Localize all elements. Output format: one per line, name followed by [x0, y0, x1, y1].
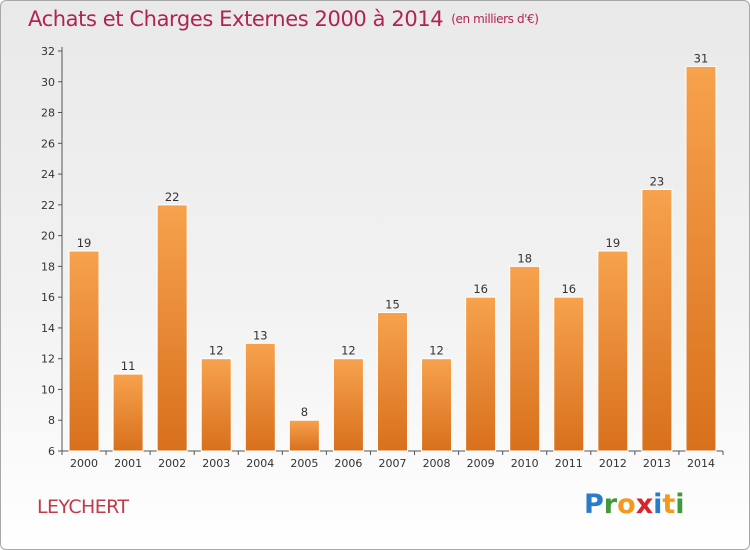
logo-letter: i — [675, 489, 685, 520]
x-tick-label: 2004 — [246, 457, 274, 470]
value-label: 16 — [473, 282, 488, 296]
y-tick-label: 18 — [41, 260, 55, 273]
x-tick-label: 2001 — [114, 457, 142, 470]
y-tick-label: 22 — [41, 199, 55, 212]
value-label: 19 — [606, 236, 621, 250]
x-tick-label: 2014 — [687, 457, 715, 470]
value-label: 12 — [209, 344, 224, 358]
y-tick-label: 26 — [41, 137, 55, 150]
y-tick-label: 32 — [41, 45, 55, 58]
y-tick-label: 20 — [41, 230, 55, 243]
value-label: 11 — [121, 359, 136, 373]
bar-2008 — [421, 358, 453, 452]
x-tick-label: 2002 — [158, 457, 186, 470]
proxiti-logo: Proxiti — [584, 489, 685, 520]
y-tick-label: 10 — [41, 383, 55, 396]
bar-2003 — [200, 358, 232, 452]
bar-2009 — [465, 296, 497, 452]
value-label: 18 — [517, 251, 532, 265]
y-tick-label: 14 — [41, 322, 55, 335]
chart-title-text: Achats et Charges Externes 2000 à 2014 — [28, 7, 444, 31]
value-label: 22 — [165, 190, 180, 204]
chart-labels: 19 11 22 12 13 8 12 15 12 16 18 16 19 23 31 — [77, 51, 709, 419]
value-label: 23 — [650, 174, 665, 188]
logo-letter: r — [603, 489, 618, 520]
bar-2005 — [288, 419, 320, 452]
bar-2011 — [553, 296, 585, 452]
y-tick-label: 6 — [48, 445, 55, 458]
y-tick-label: 16 — [41, 291, 55, 304]
bar-2007 — [377, 312, 408, 452]
logo-letter: o — [617, 489, 636, 520]
y-tick-label: 28 — [41, 107, 55, 120]
chart-subtitle: (en milliers d'€) — [451, 12, 539, 26]
bar-2010 — [509, 265, 541, 452]
y-tick-label: 30 — [41, 76, 55, 89]
commune-name: LEYCHERT — [37, 496, 129, 518]
value-label: 13 — [253, 328, 268, 342]
x-tick-label: 2006 — [334, 457, 362, 470]
bar-2014 — [685, 65, 717, 452]
x-tick-label: 2011 — [555, 457, 583, 470]
chart-axes: 6 8 10 12 14 16 18 20 22 24 26 28 30 32 2000 2001 2002 20… — [41, 45, 724, 470]
x-tick-label: 2008 — [423, 457, 451, 470]
bar-2013 — [641, 188, 673, 452]
value-label: 12 — [429, 344, 444, 358]
x-tick-label: 2012 — [599, 457, 627, 470]
chart-title: Achats et Charges Externes 2000 à 2014 (e… — [28, 7, 539, 31]
bar-2006 — [332, 358, 364, 452]
bar-2012 — [597, 250, 629, 452]
x-tick-label: 2009 — [467, 457, 495, 470]
bar-2002 — [156, 204, 188, 452]
bar-2004 — [244, 342, 276, 452]
x-tick-label: 2007 — [379, 457, 407, 470]
value-label: 19 — [77, 236, 92, 250]
x-tick-label: 2013 — [643, 457, 671, 470]
chart-bars — [68, 65, 717, 452]
x-tick-label: 2005 — [290, 457, 318, 470]
x-tick-label: 2010 — [511, 457, 539, 470]
value-label: 12 — [341, 344, 356, 358]
x-tick-label: 2000 — [70, 457, 98, 470]
logo-letter: P — [584, 489, 604, 520]
logo-letter: i — [653, 489, 663, 520]
x-tick-label: 2003 — [202, 457, 230, 470]
bar-2001 — [112, 373, 144, 452]
logo-letter: x — [635, 489, 654, 520]
logo-letter: t — [662, 489, 676, 520]
value-label: 8 — [301, 405, 308, 419]
y-tick-label: 8 — [48, 414, 55, 427]
value-label: 31 — [694, 51, 709, 65]
bar-2000 — [68, 250, 100, 452]
value-label: 15 — [385, 298, 400, 312]
y-tick-label: 24 — [41, 168, 55, 181]
value-label: 16 — [561, 282, 576, 296]
y-tick-label: 12 — [41, 353, 55, 366]
